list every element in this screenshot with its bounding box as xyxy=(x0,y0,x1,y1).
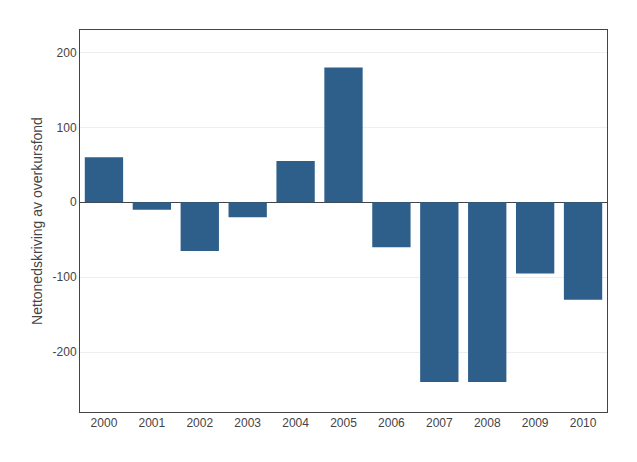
svg-text:2001: 2001 xyxy=(139,416,166,430)
svg-text:2003: 2003 xyxy=(234,416,261,430)
svg-text:2006: 2006 xyxy=(378,416,405,430)
svg-text:Nettonedskriving av overkursfo: Nettonedskriving av overkursfond xyxy=(29,117,45,325)
svg-text:-200: -200 xyxy=(53,345,77,359)
svg-text:0: 0 xyxy=(70,195,77,209)
svg-text:2007: 2007 xyxy=(426,416,453,430)
svg-text:100: 100 xyxy=(57,121,77,135)
svg-text:2002: 2002 xyxy=(186,416,213,430)
svg-text:-100: -100 xyxy=(53,270,77,284)
svg-text:2004: 2004 xyxy=(282,416,309,430)
svg-text:200: 200 xyxy=(57,46,77,60)
svg-text:2005: 2005 xyxy=(330,416,357,430)
svg-text:2008: 2008 xyxy=(474,416,501,430)
svg-text:2000: 2000 xyxy=(91,416,118,430)
svg-text:2010: 2010 xyxy=(570,416,597,430)
svg-text:2009: 2009 xyxy=(522,416,549,430)
